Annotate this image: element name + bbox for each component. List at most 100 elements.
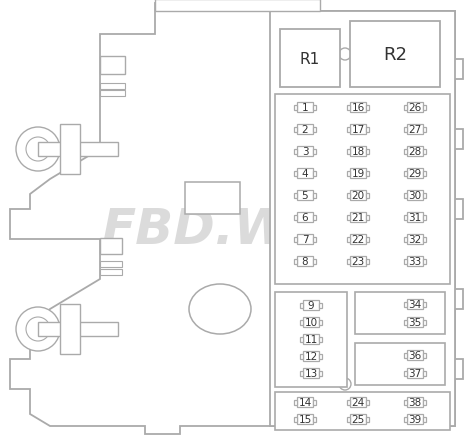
Bar [404,237,407,242]
Bar [350,103,366,113]
Circle shape [26,317,50,341]
Bar [407,414,423,424]
Bar [423,320,426,325]
Bar [347,417,350,421]
Bar [347,259,350,264]
Text: R2: R2 [383,46,407,64]
Bar [350,191,366,201]
Text: 22: 22 [351,234,365,244]
Bar [303,351,319,361]
Bar [294,399,297,405]
Bar [366,105,369,110]
Bar [350,169,366,179]
Bar [407,147,423,157]
Bar [404,399,407,405]
Bar [366,259,369,264]
Bar [404,127,407,132]
Text: 30: 30 [409,191,421,201]
Bar [313,399,316,405]
Bar [347,105,350,110]
Bar [355,343,445,385]
Bar [60,304,80,354]
Bar [100,91,125,97]
Bar [280,30,340,88]
Bar [300,320,303,325]
Bar [347,215,350,220]
Bar [294,171,297,176]
Text: 21: 21 [351,212,365,223]
Polygon shape [10,4,463,434]
Bar [297,414,313,424]
Text: 12: 12 [304,351,318,361]
Bar [407,397,423,407]
Bar [313,193,316,198]
Bar [366,127,369,132]
Bar [423,417,426,421]
Bar [294,149,297,154]
Bar [303,368,319,378]
Bar [366,171,369,176]
Bar [347,127,350,132]
Bar [297,103,313,113]
Bar [270,12,455,426]
Text: 14: 14 [298,397,311,407]
Bar [423,259,426,264]
Bar [423,105,426,110]
Circle shape [16,128,60,172]
Bar [300,303,303,308]
Text: 39: 39 [409,414,422,424]
Text: 8: 8 [301,256,308,266]
Bar [294,193,297,198]
Bar [275,292,347,387]
Bar [313,237,316,242]
Bar [303,334,319,344]
Bar [100,84,125,90]
Bar [297,212,313,223]
Bar [313,149,316,154]
Bar [319,303,322,308]
Text: 36: 36 [409,350,422,360]
Text: 29: 29 [409,169,422,179]
Bar [350,414,366,424]
Bar [294,105,297,110]
Bar [319,371,322,376]
Bar [366,149,369,154]
Bar [347,399,350,405]
Text: 31: 31 [409,212,422,223]
Bar [155,0,320,12]
Bar [100,57,125,75]
Bar [275,392,450,430]
Text: 28: 28 [409,147,422,157]
Text: 13: 13 [304,368,318,378]
Ellipse shape [189,284,251,334]
Bar [407,299,423,309]
Bar [404,259,407,264]
Text: 37: 37 [409,368,422,378]
Bar [294,259,297,264]
Bar [350,234,366,244]
Bar [407,212,423,223]
Bar [100,261,122,267]
Bar [347,193,350,198]
Circle shape [339,49,351,61]
Bar [407,191,423,201]
Text: 32: 32 [409,234,422,244]
Bar [423,399,426,405]
Bar [404,171,407,176]
Bar [423,193,426,198]
Bar [404,320,407,325]
Bar [300,337,303,342]
Bar [185,183,240,215]
Bar [313,105,316,110]
Bar [423,215,426,220]
Bar [313,215,316,220]
Text: 2: 2 [301,125,308,135]
Text: 6: 6 [301,212,308,223]
Bar [100,238,122,254]
Bar [350,125,366,135]
Bar [297,234,313,244]
Text: 9: 9 [308,300,314,310]
Bar [404,371,407,376]
Bar [319,337,322,342]
Bar [38,143,118,157]
